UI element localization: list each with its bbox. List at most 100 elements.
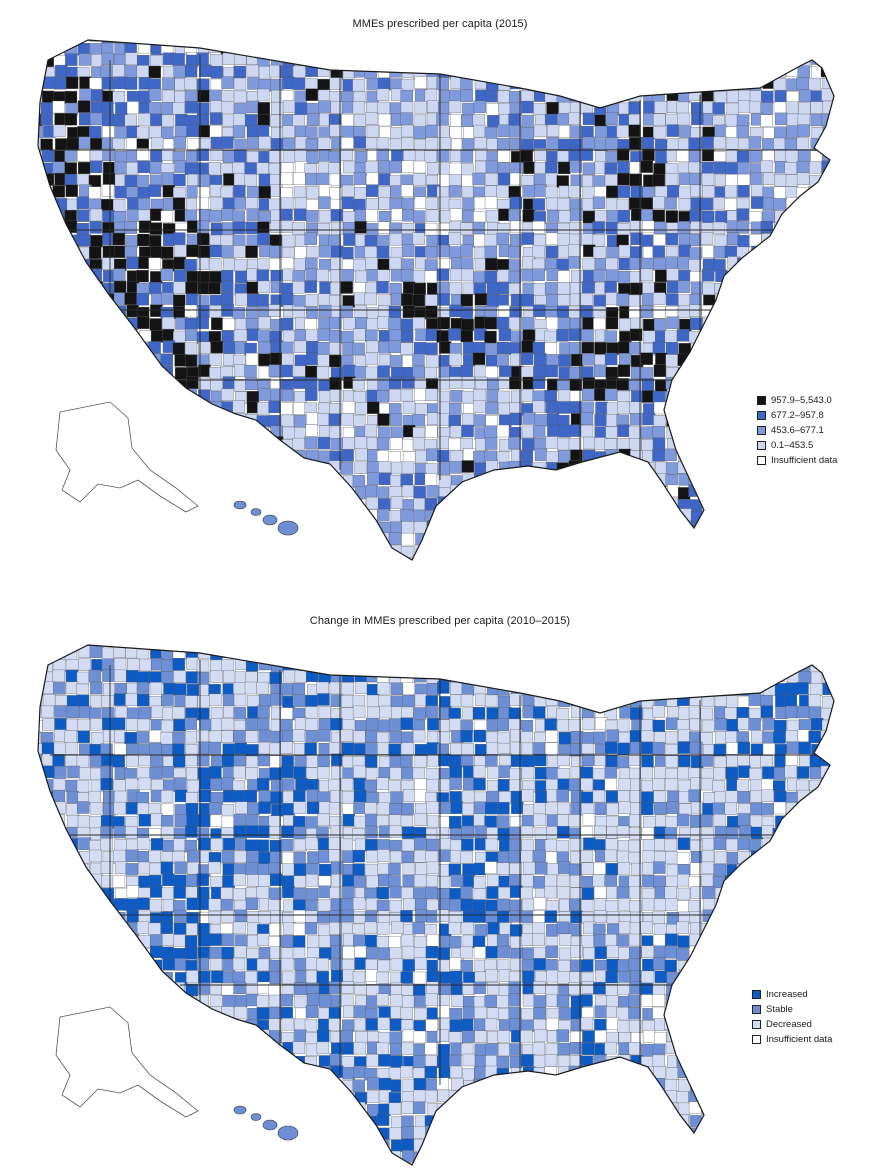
county-cell (473, 100, 487, 113)
county-cell (244, 449, 257, 462)
county-cell (270, 319, 283, 332)
county-cell (736, 150, 750, 164)
county-cell (547, 424, 560, 437)
county-cell (340, 778, 354, 791)
county-cell (79, 522, 92, 535)
county-cell (305, 424, 318, 437)
county-cell (761, 921, 775, 935)
county-cell (233, 645, 246, 659)
county-cell (234, 258, 247, 272)
county-cell (450, 874, 464, 887)
county-cell (605, 376, 619, 390)
county-cell (41, 40, 54, 43)
county-cell (568, 485, 581, 498)
county-cell (809, 210, 823, 224)
county-cell (640, 77, 653, 91)
county-cell (654, 138, 668, 152)
county-cell (640, 234, 654, 248)
county-cell (750, 376, 763, 389)
county-cell (450, 670, 463, 683)
county-cell (751, 245, 764, 259)
county-cell (210, 499, 223, 512)
county-cell (221, 245, 234, 258)
county-cell (508, 850, 521, 863)
county-cell (568, 256, 581, 269)
county-cell (439, 696, 452, 709)
county-cell (798, 509, 811, 522)
county-cell (665, 245, 679, 259)
county-cell (461, 163, 474, 176)
county-cell (234, 90, 247, 104)
county-cell (353, 198, 366, 212)
county-cell (738, 533, 751, 546)
county-cell (280, 187, 293, 200)
county-cell (88, 509, 101, 523)
county-cell (749, 923, 762, 936)
county-cell (593, 521, 606, 534)
county-cell (763, 172, 776, 185)
county-cell (774, 683, 788, 696)
county-cell (126, 743, 139, 756)
county-cell (641, 439, 654, 452)
county-cell (222, 376, 236, 389)
county-cell (652, 426, 665, 439)
county-cell (654, 851, 667, 864)
county-cell (318, 850, 331, 863)
county-cell (557, 437, 570, 451)
county-cell (414, 826, 427, 840)
county-cell (400, 388, 414, 402)
county-cell (163, 682, 176, 696)
county-cell (412, 558, 426, 560)
county-cell (306, 199, 319, 212)
county-cell (113, 779, 126, 792)
county-cell (461, 754, 474, 768)
county-cell (414, 196, 428, 209)
county-cell (461, 645, 474, 647)
county-cell (760, 160, 773, 173)
county-cell (833, 234, 834, 247)
county-cell (652, 174, 666, 187)
county-cell (40, 645, 53, 646)
county-cell (545, 851, 559, 864)
county-cell (77, 946, 91, 959)
county-cell (390, 102, 403, 115)
county-cell (52, 100, 65, 114)
county-cell (91, 544, 104, 558)
county-cell (65, 534, 79, 547)
county-cell (545, 55, 559, 68)
county-cell (736, 328, 750, 342)
county-cell (221, 717, 234, 731)
county-cell (400, 342, 413, 355)
county-cell (786, 545, 800, 558)
county-cell (449, 816, 462, 829)
county-cell (391, 559, 404, 560)
county-cell (210, 426, 223, 439)
county-cell (700, 657, 714, 671)
county-cell (162, 766, 175, 779)
county-cell (484, 316, 497, 330)
county-cell (137, 897, 150, 910)
county-cell (306, 801, 320, 815)
county-cell (797, 645, 810, 649)
county-cell (330, 222, 344, 235)
county-cell (233, 825, 247, 838)
county-cell (126, 885, 140, 898)
county-cell (811, 271, 824, 284)
county-cell (294, 391, 307, 404)
county-cell (151, 401, 164, 414)
county-cell (654, 731, 667, 744)
county-cell (388, 780, 401, 793)
county-cell (714, 305, 727, 319)
county-cell (426, 485, 439, 498)
county-cell (847, 707, 859, 719)
county-cell (642, 390, 655, 403)
county-cell (736, 221, 750, 234)
county-cell (113, 268, 126, 281)
county-cell (522, 861, 536, 875)
county-cell (126, 910, 139, 923)
county-cell (245, 767, 258, 780)
county-cell (845, 149, 857, 161)
county-cell (174, 425, 188, 439)
county-cell (750, 802, 763, 816)
county-cell (592, 535, 606, 548)
